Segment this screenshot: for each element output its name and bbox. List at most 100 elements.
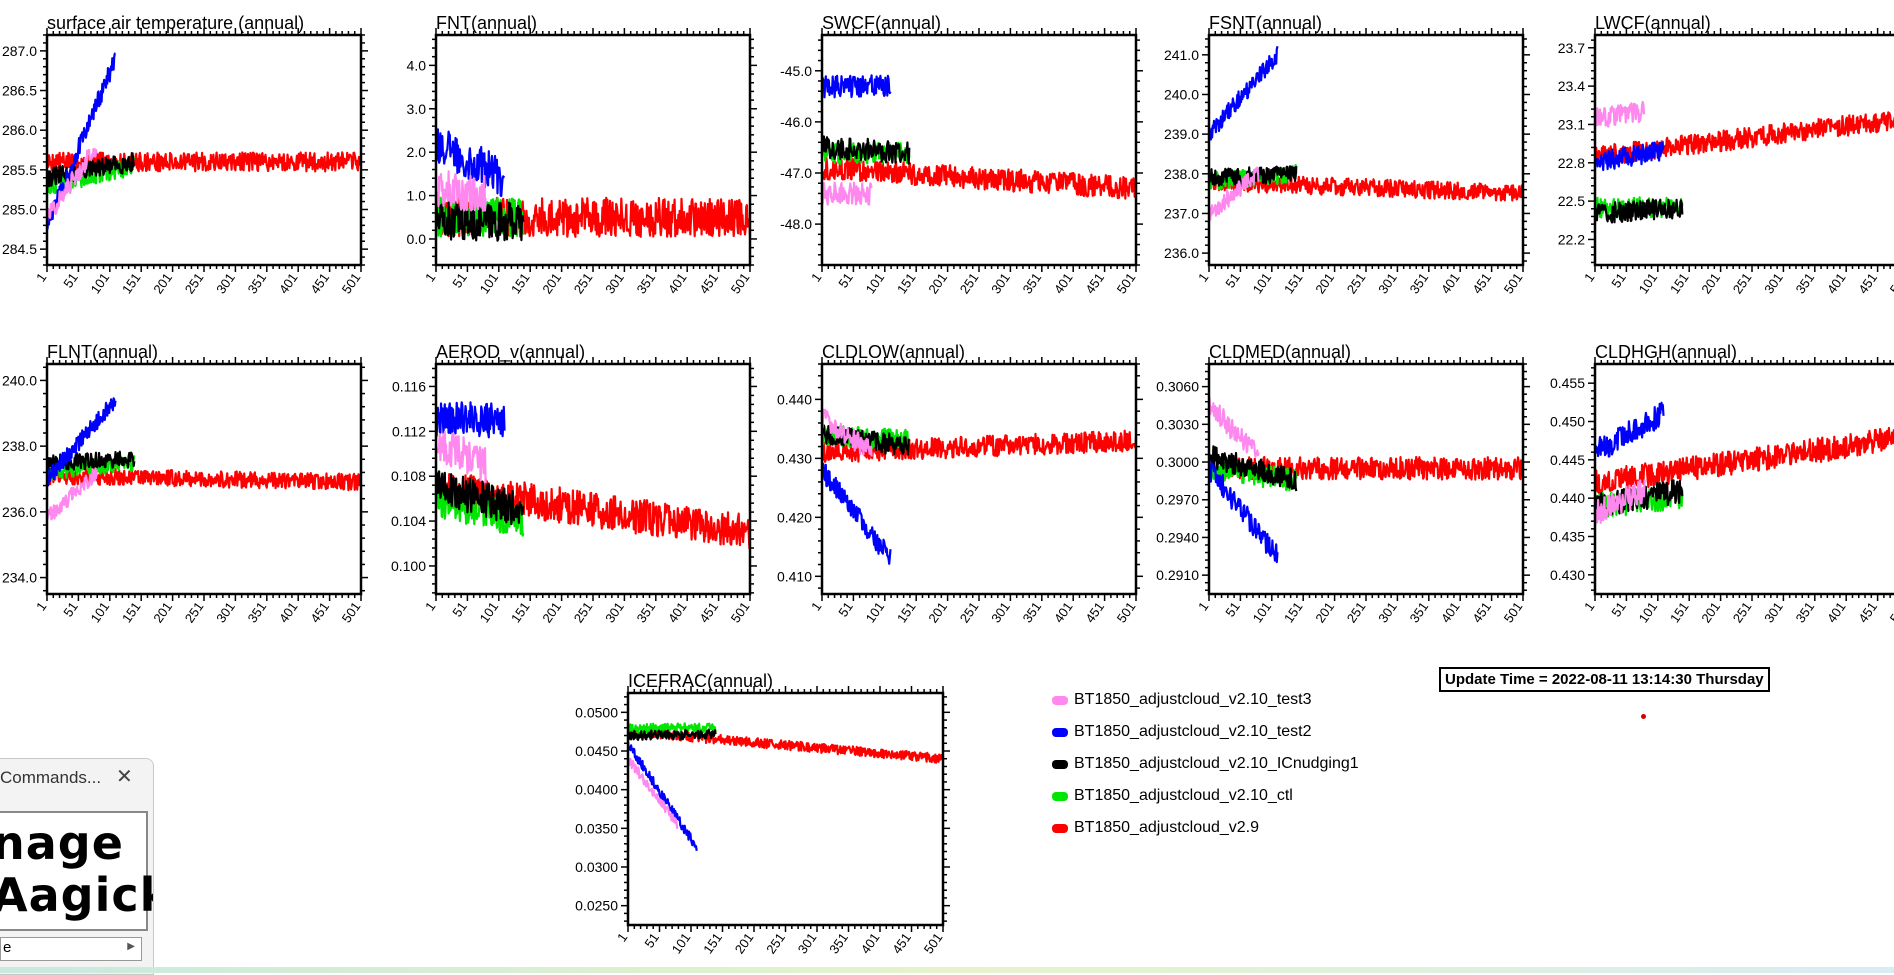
legend-swatch: [1052, 759, 1068, 769]
y-tick-label: 23.4: [1558, 78, 1585, 94]
chart-data-group: [822, 408, 1136, 565]
series-line: [47, 152, 135, 188]
x-tick-label: 351: [1407, 599, 1432, 625]
x-tick-label: 301: [213, 599, 238, 625]
red-dot-marker: [1641, 714, 1646, 719]
x-tick-label: 1: [33, 270, 49, 285]
y-tick-label: -47.0: [780, 165, 812, 181]
imagemagick-commands-window[interactable]: Commands... ✕ nage Aagick e ▶: [0, 758, 154, 975]
x-tick-label: 401: [276, 270, 301, 296]
x-tick-label: 451: [889, 930, 914, 956]
x-tick-label: 51: [1608, 599, 1629, 619]
x-tick-label: 401: [665, 270, 690, 296]
series-line: [47, 467, 98, 521]
x-tick-label: 401: [1438, 270, 1463, 296]
legend-swatch: [1052, 727, 1068, 737]
x-tick-label: 301: [213, 270, 238, 296]
x-tick-label: 101: [88, 599, 113, 625]
series-line: [436, 170, 487, 212]
y-tick-label: 0.104: [391, 513, 426, 529]
y-tick-label: 0.0: [407, 231, 427, 247]
taskbar-edge: [0, 967, 1894, 973]
y-tick-label: 0.0400: [575, 782, 618, 798]
series-line: [822, 156, 1136, 200]
y-tick-label: 0.0350: [575, 820, 618, 836]
legend-label: BT1850_adjustcloud_v2.10_test2: [1074, 723, 1312, 740]
y-tick-label: -45.0: [780, 63, 812, 79]
y-tick-label: 4.0: [407, 57, 427, 73]
series-line: [436, 401, 506, 439]
x-tick-label: 451: [1082, 270, 1107, 296]
x-tick-label: 401: [276, 599, 301, 625]
x-tick-label: 351: [245, 599, 270, 625]
series-line: [1209, 461, 1279, 564]
chart-panel: LWCF(annual)1 51 101 151 201 251 301 351 401 451 5…: [1558, 13, 1894, 296]
series-line: [1209, 166, 1260, 221]
y-tick-label: 238.0: [2, 438, 37, 454]
x-tick-label: 251: [182, 599, 207, 625]
x-tick-label: 201: [925, 599, 950, 625]
series-line: [436, 430, 487, 483]
x-tick-label: 451: [696, 270, 721, 296]
series-line: [628, 722, 717, 734]
menu-item-file[interactable]: e ▶: [0, 937, 142, 961]
y-tick-label: 23.7: [1558, 40, 1585, 56]
close-icon[interactable]: ✕: [116, 766, 133, 788]
x-tick-label: 151: [508, 270, 533, 296]
x-tick-label: 301: [988, 270, 1013, 296]
x-tick-label: 51: [449, 270, 470, 290]
chart-data-group: [1595, 100, 1894, 224]
x-tick-label: 351: [634, 599, 659, 625]
y-tick-label: 236.0: [2, 504, 37, 520]
chart-panel: CLDHGH(annual)1 51 101 151 201 251 301 351 401 45…: [1550, 342, 1894, 625]
x-tick-label: 501: [1887, 270, 1894, 296]
menu-item-label: e: [3, 939, 12, 956]
x-tick-label: 401: [858, 930, 883, 956]
x-tick-label: 151: [508, 599, 533, 625]
series-line: [1595, 479, 1646, 525]
plot-frame: [820, 362, 1138, 596]
x-tick-label: 501: [728, 599, 753, 625]
x-tick-label: 201: [150, 599, 175, 625]
x-tick-label: 51: [835, 270, 856, 290]
x-tick-label: 101: [477, 270, 502, 296]
x-tick-label: 1: [1195, 599, 1211, 614]
y-tick-label: 0.0250: [575, 898, 618, 914]
plot-frame: [434, 362, 752, 596]
chart-panel: FNT(annual)1 51 101 151 201 251 301 351 401 451 50…: [407, 13, 757, 296]
series-line: [1209, 45, 1279, 141]
chart-title: FSNT(annual): [1209, 13, 1322, 33]
x-tick-label: 201: [539, 599, 564, 625]
legend-swatch: [1052, 823, 1068, 833]
x-tick-label: 301: [1761, 599, 1786, 625]
x-tick-label: 51: [1608, 270, 1629, 290]
y-tick-label: 0.445: [1550, 452, 1585, 468]
x-tick-label: 1: [33, 599, 49, 614]
y-tick-label: 0.3000: [1156, 454, 1199, 470]
submenu-arrow-icon: ▶: [127, 941, 135, 952]
x-tick-label: 451: [307, 270, 332, 296]
x-tick-label: 501: [339, 270, 364, 296]
series-line: [47, 147, 98, 223]
chart-panel: CLDMED(annual)1 51 101 151 201 251 301 351 401 45…: [1156, 342, 1530, 625]
x-tick-label: 101: [477, 599, 502, 625]
x-tick-label: 351: [245, 270, 270, 296]
x-tick-label: 251: [571, 599, 596, 625]
x-tick-label: 351: [634, 270, 659, 296]
x-tick-label: 401: [1051, 599, 1076, 625]
x-tick-label: 201: [1698, 599, 1723, 625]
y-tick-label: 239.0: [1164, 126, 1199, 142]
y-tick-label: 0.0450: [575, 743, 618, 759]
y-tick-label: 0.3060: [1156, 379, 1199, 395]
x-tick-label: 1: [808, 599, 824, 614]
chart-panel: surface air temperature (annual)1 51 101 15…: [2, 13, 368, 296]
series-line: [1595, 401, 1665, 458]
x-tick-label: 251: [1344, 270, 1369, 296]
series-line: [822, 181, 873, 206]
chart-title: CLDLOW(annual): [822, 342, 965, 362]
y-tick-label: 0.108: [391, 468, 426, 484]
x-tick-label: 351: [1407, 270, 1432, 296]
x-tick-label: 451: [1082, 599, 1107, 625]
chart-title: LWCF(annual): [1595, 13, 1711, 33]
x-tick-label: 1: [422, 270, 438, 285]
